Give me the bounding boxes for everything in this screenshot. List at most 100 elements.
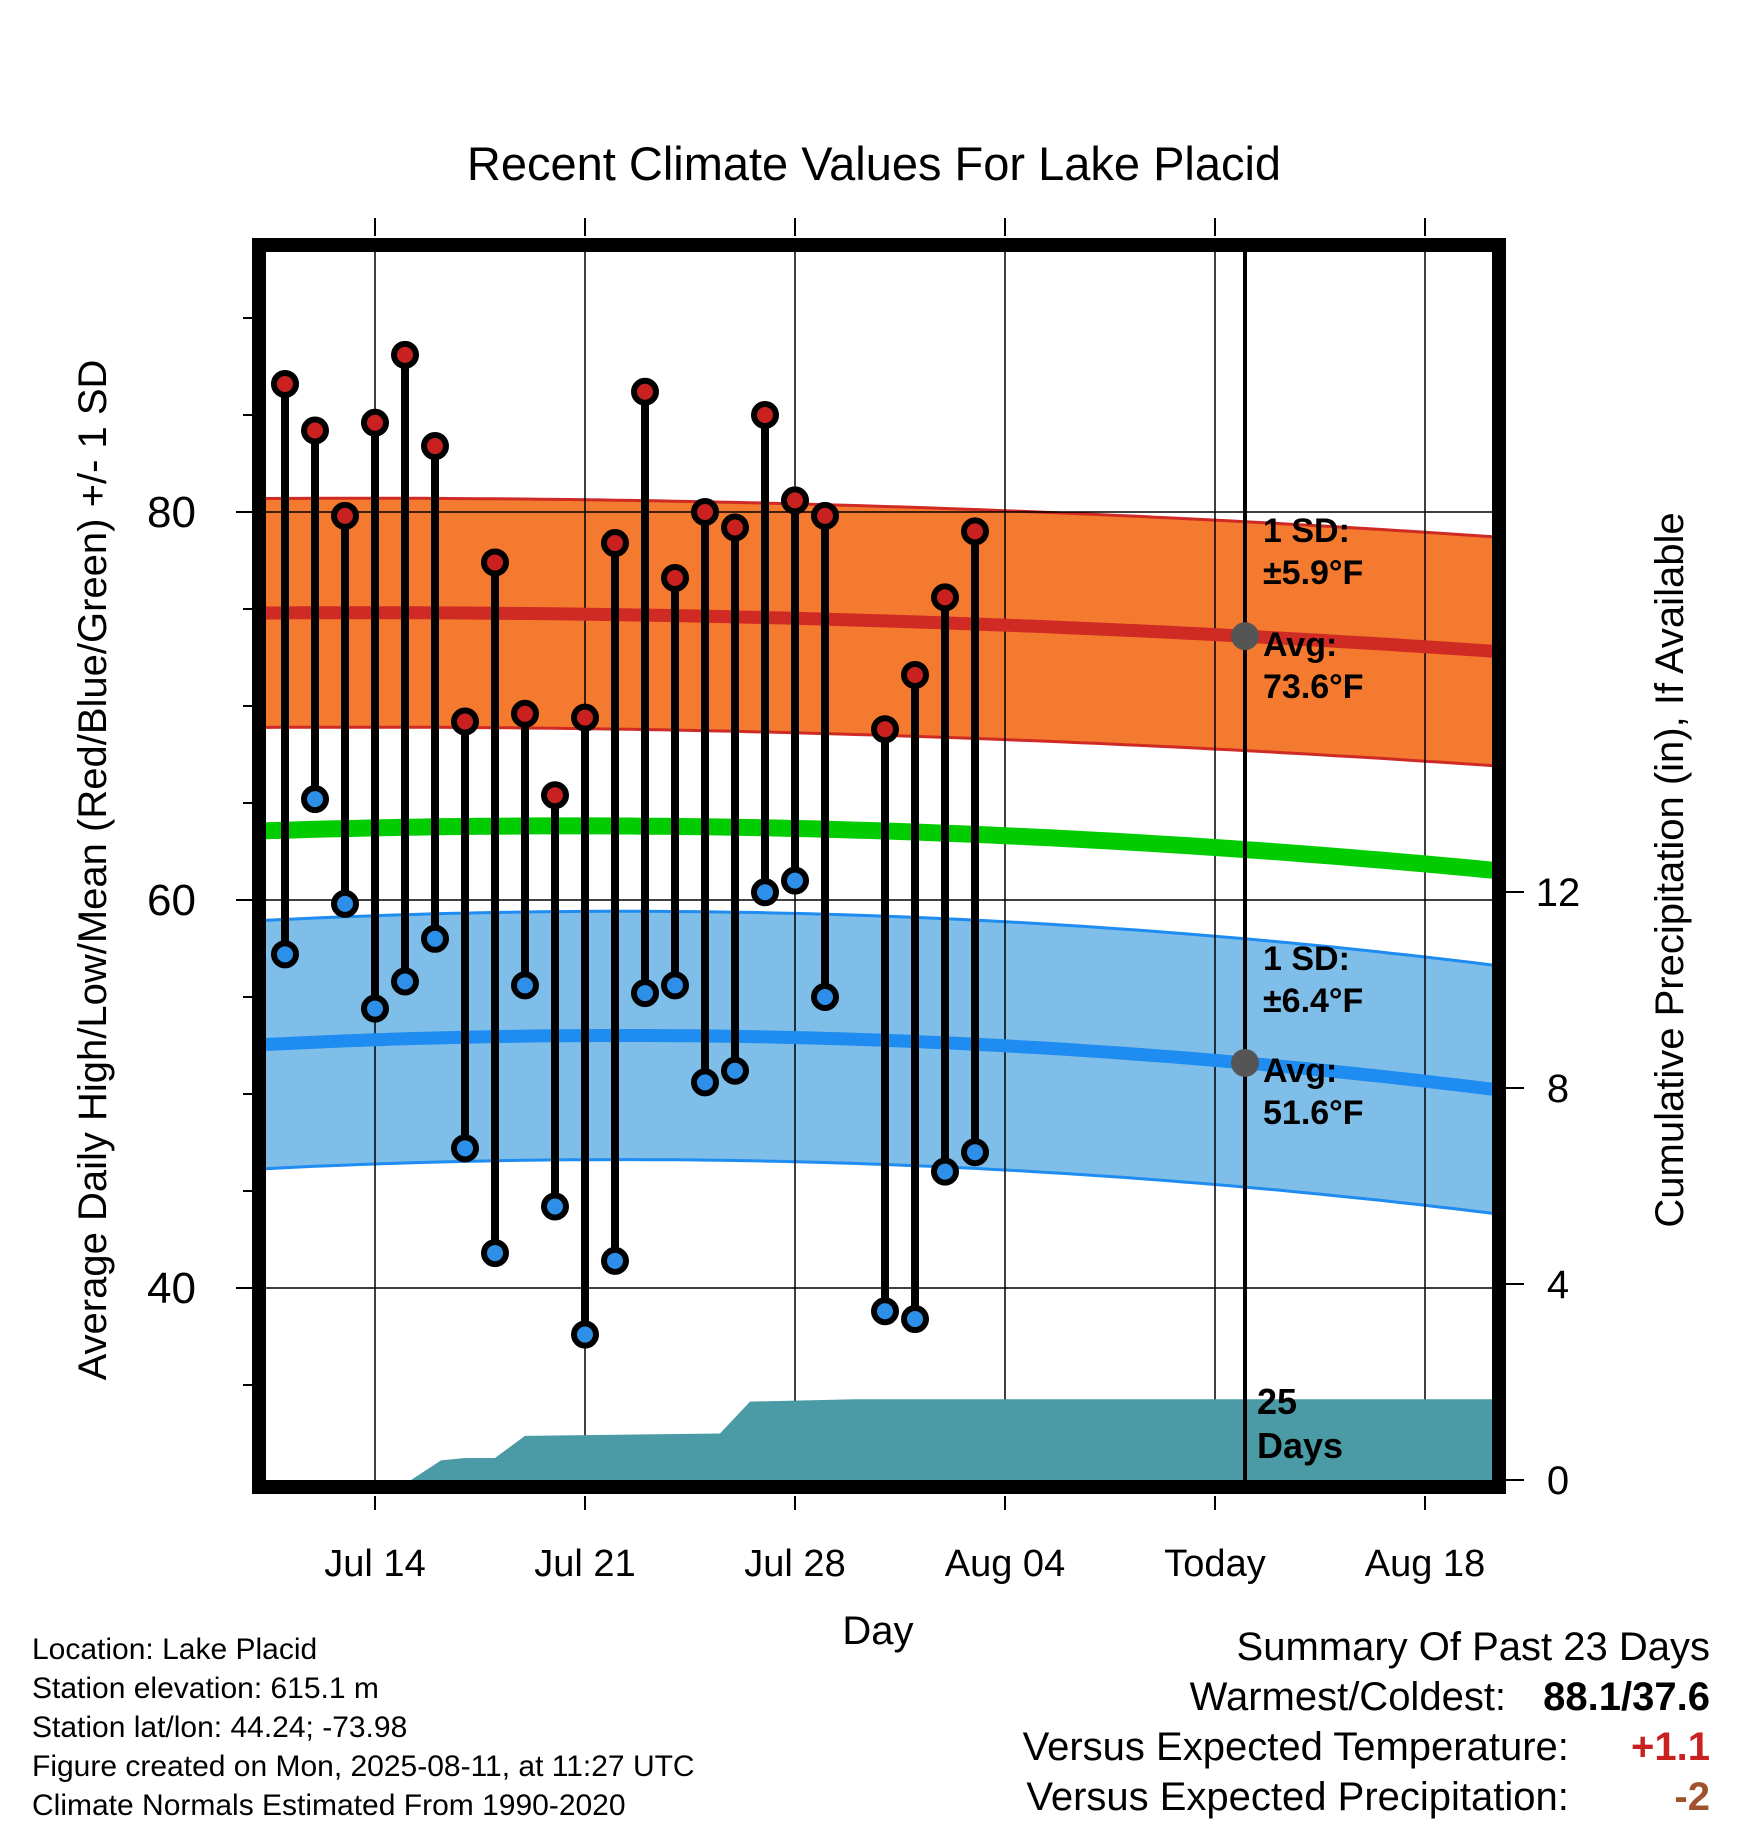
footer-latlon: Station lat/lon: 44.24; -73.98: [32, 1711, 408, 1744]
annotations: 1 SD: ±5.9°F Avg: 73.6°F 1 SD: ±6.4°F Avg: 51.6…: [1231, 512, 1364, 1466]
normal-bands: [265, 496, 1493, 1215]
daily-high-point: [421, 432, 449, 461]
x-tick-label: Aug 18: [1365, 1543, 1485, 1585]
today-high-marker: [1231, 622, 1259, 651]
summary-warm-cold-value: 88.1/37.6: [1543, 1675, 1710, 1719]
daily-low-point: [691, 1068, 719, 1097]
y2-tick-label: 0: [1547, 1459, 1569, 1503]
y-tick-label: 40: [147, 1264, 196, 1313]
x-tick-label: Aug 04: [945, 1543, 1065, 1585]
daily-high-point: [361, 408, 389, 437]
daily-low-point: [511, 971, 539, 1000]
daily-high-point: [271, 369, 299, 398]
high-sd-label: 1 SD:: [1263, 512, 1350, 550]
daily-low-point: [391, 967, 419, 996]
low-sd-value: ±6.4°F: [1263, 982, 1363, 1020]
daily-high-point: [691, 498, 719, 526]
plot-frame: [252, 238, 1506, 1494]
daily-high-point: [601, 529, 629, 558]
low-sd-band: [265, 911, 1493, 1214]
daily-high-point: [331, 501, 359, 530]
y-tick-label: 60: [147, 876, 196, 925]
daily-high-point: [451, 707, 479, 736]
daily-high-point: [781, 486, 809, 515]
daily-high-point: [871, 715, 899, 744]
footer-info: Location: Lake Placid Station elevation:…: [32, 1630, 695, 1825]
y2-tick-label: 12: [1536, 871, 1581, 915]
summary-warm-cold-label: Warmest/Coldest:: [1189, 1675, 1507, 1719]
y-tick-label: 80: [147, 488, 196, 537]
daily-low-point: [301, 785, 329, 814]
x-tick-label: Today: [1164, 1543, 1265, 1585]
summary-panel: Summary Of Past 23 Days Warmest/Coldest:…: [1023, 1622, 1710, 1822]
summary-temp-label: Versus Expected Temperature:: [1022, 1725, 1569, 1769]
x-tick-label: Jul 28: [744, 1543, 845, 1585]
low-avg-label: Avg:: [1263, 1052, 1337, 1090]
summary-title: Summary Of Past 23 Days: [1236, 1625, 1710, 1669]
daily-high-point: [571, 703, 599, 732]
summary-warm-cold-row: Warmest/Coldest: 88.1/37.6: [1023, 1672, 1710, 1722]
grid-lines: [265, 250, 1493, 1480]
daily-range-bars: [271, 340, 989, 1349]
x-tick-label: Jul 21: [534, 1543, 635, 1585]
daily-high-point: [931, 583, 959, 612]
daily-high-point: [721, 513, 749, 542]
y2-tick-label: 4: [1547, 1263, 1569, 1307]
daily-low-point: [871, 1297, 899, 1326]
low-sd-label: 1 SD:: [1263, 940, 1350, 978]
days-count-label: 25: [1257, 1381, 1297, 1422]
daily-high-point: [391, 340, 419, 369]
summary-temp-value: +1.1: [1631, 1725, 1710, 1769]
daily-high-point: [751, 401, 779, 429]
daily-high-point: [811, 501, 839, 530]
daily-high-point: [961, 517, 989, 546]
daily-low-point: [901, 1305, 929, 1334]
footer-location: Location: Lake Placid: [32, 1633, 318, 1666]
high-sd-value: ±5.9°F: [1263, 554, 1363, 592]
daily-low-point: [631, 979, 659, 1008]
today-low-marker: [1231, 1048, 1259, 1077]
daily-low-point: [451, 1134, 479, 1163]
daily-low-point: [931, 1157, 959, 1186]
daily-low-point: [271, 940, 299, 969]
footer-elevation: Station elevation: 615.1 m: [32, 1672, 379, 1705]
y2-axis-title: Cumulative Precipitation (in), If Availa…: [1648, 512, 1692, 1227]
axes: Jul 14 Jul 21 Jul 28 Aug 04 Today Aug 1840608…: [147, 218, 1580, 1585]
daily-high-point: [301, 416, 329, 445]
daily-low-point: [961, 1138, 989, 1167]
high-band-upper-edge: [265, 496, 1493, 539]
low-avg-value: 51.6°F: [1263, 1094, 1364, 1132]
daily-low-point: [481, 1239, 509, 1268]
x-axis-title: Day: [842, 1609, 913, 1653]
high-avg-value: 73.6°F: [1263, 668, 1364, 706]
daily-low-point: [781, 866, 809, 895]
summary-temp-row: Versus Expected Temperature: +1.1: [1023, 1722, 1710, 1772]
daily-low-point: [751, 878, 779, 907]
high-avg-label: Avg:: [1263, 626, 1337, 664]
daily-high-point: [901, 660, 929, 689]
daily-low-point: [541, 1192, 569, 1221]
days-word-label: Days: [1257, 1425, 1343, 1466]
daily-low-point: [361, 994, 389, 1023]
daily-high-point: [661, 563, 689, 592]
daily-high-point: [541, 781, 569, 810]
daily-low-point: [661, 971, 689, 1000]
daily-low-point: [601, 1246, 629, 1275]
daily-high-point: [511, 699, 539, 728]
normal-mean-line: [265, 817, 1493, 879]
daily-low-point: [721, 1056, 749, 1085]
chart-title: Recent Climate Values For Lake Placid: [467, 137, 1281, 190]
daily-low-point: [331, 889, 359, 918]
daily-low-point: [811, 983, 839, 1011]
x-tick-label: Jul 14: [324, 1543, 425, 1585]
high-sd-band: [265, 498, 1493, 766]
precip-cumulative-area: [265, 1399, 1493, 1480]
summary-precip-label: Versus Expected Precipitation:: [1026, 1775, 1569, 1819]
footer-created: Figure created on Mon, 2025-08-11, at 11…: [32, 1750, 695, 1783]
daily-high-point: [631, 377, 659, 406]
y-axis-title: Average Daily High/Low/Mean (Red/Blue/Gr…: [71, 360, 115, 1381]
daily-low-point: [421, 924, 449, 953]
footer-normals: Climate Normals Estimated From 1990-2020: [32, 1789, 626, 1822]
y2-tick-label: 8: [1547, 1067, 1569, 1111]
